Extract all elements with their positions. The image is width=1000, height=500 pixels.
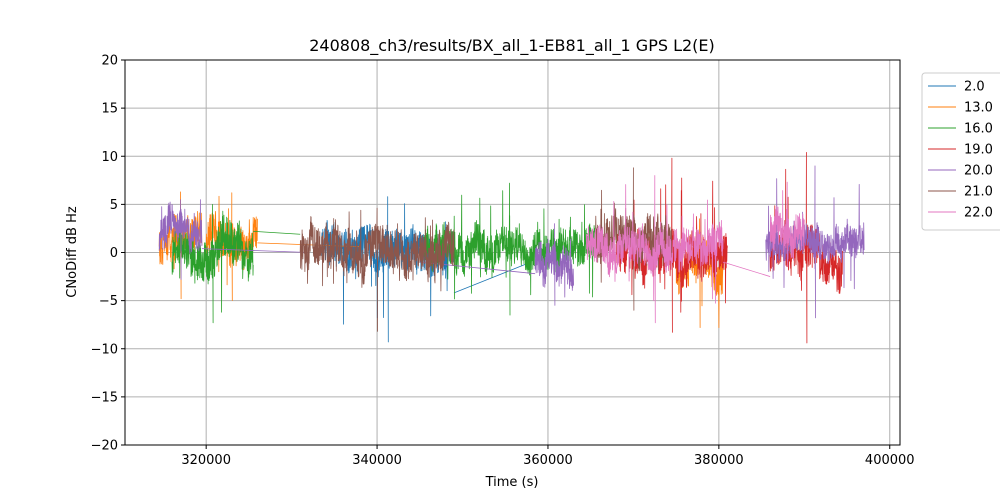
series-line	[253, 230, 301, 235]
y-tick-label: 0	[110, 246, 118, 261]
y-axis: −20 −15 −10 −5 0 5 10 15 20	[91, 54, 125, 454]
y-tick-label: −5	[99, 294, 118, 309]
x-tick-label: 340000	[352, 453, 402, 468]
series-line	[534, 223, 574, 306]
series-line	[586, 175, 724, 324]
series-line	[765, 165, 865, 319]
y-axis-label: CNoDiff dB Hz	[65, 206, 80, 298]
series-line	[171, 203, 254, 324]
y-tick-label: −10	[91, 342, 118, 357]
legend: 2.0 13.0 16.0 19.0 20.0 21.0 22.0	[921, 72, 1000, 231]
series-22-0	[586, 175, 805, 324]
series-line	[723, 261, 771, 277]
y-tick-label: 15	[101, 102, 118, 117]
legend-label: 16.0	[964, 122, 993, 137]
legend-label: 22.0	[964, 206, 993, 221]
x-tick-label: 320000	[181, 453, 231, 468]
series-line	[453, 261, 532, 294]
series-line	[257, 242, 360, 248]
series-line	[299, 207, 455, 332]
legend-label: 19.0	[964, 143, 993, 158]
series-line	[158, 199, 203, 280]
legend-label: 20.0	[964, 164, 993, 179]
x-tick-label: 400000	[865, 453, 915, 468]
x-axis: 320000 340000 360000 380000 400000	[181, 445, 915, 468]
series-20-0	[158, 165, 865, 319]
y-tick-label: 20	[101, 54, 118, 69]
y-tick-label: 5	[110, 198, 118, 213]
y-tick-label: −20	[91, 439, 118, 454]
x-tick-label: 380000	[694, 453, 744, 468]
series-line	[769, 181, 805, 268]
series-line	[201, 248, 309, 253]
legend-label: 13.0	[964, 101, 993, 116]
series-group	[158, 151, 865, 344]
y-tick-label: −15	[91, 390, 118, 405]
legend-label: 2.0	[964, 80, 985, 95]
x-tick-label: 360000	[523, 453, 573, 468]
legend-label: 21.0	[964, 185, 993, 200]
x-axis-label: Time (s)	[485, 475, 539, 490]
chart-title: 240808_ch3/results/BX_all_1-EB81_all_1 G…	[309, 36, 715, 56]
y-tick-label: 10	[101, 150, 118, 165]
